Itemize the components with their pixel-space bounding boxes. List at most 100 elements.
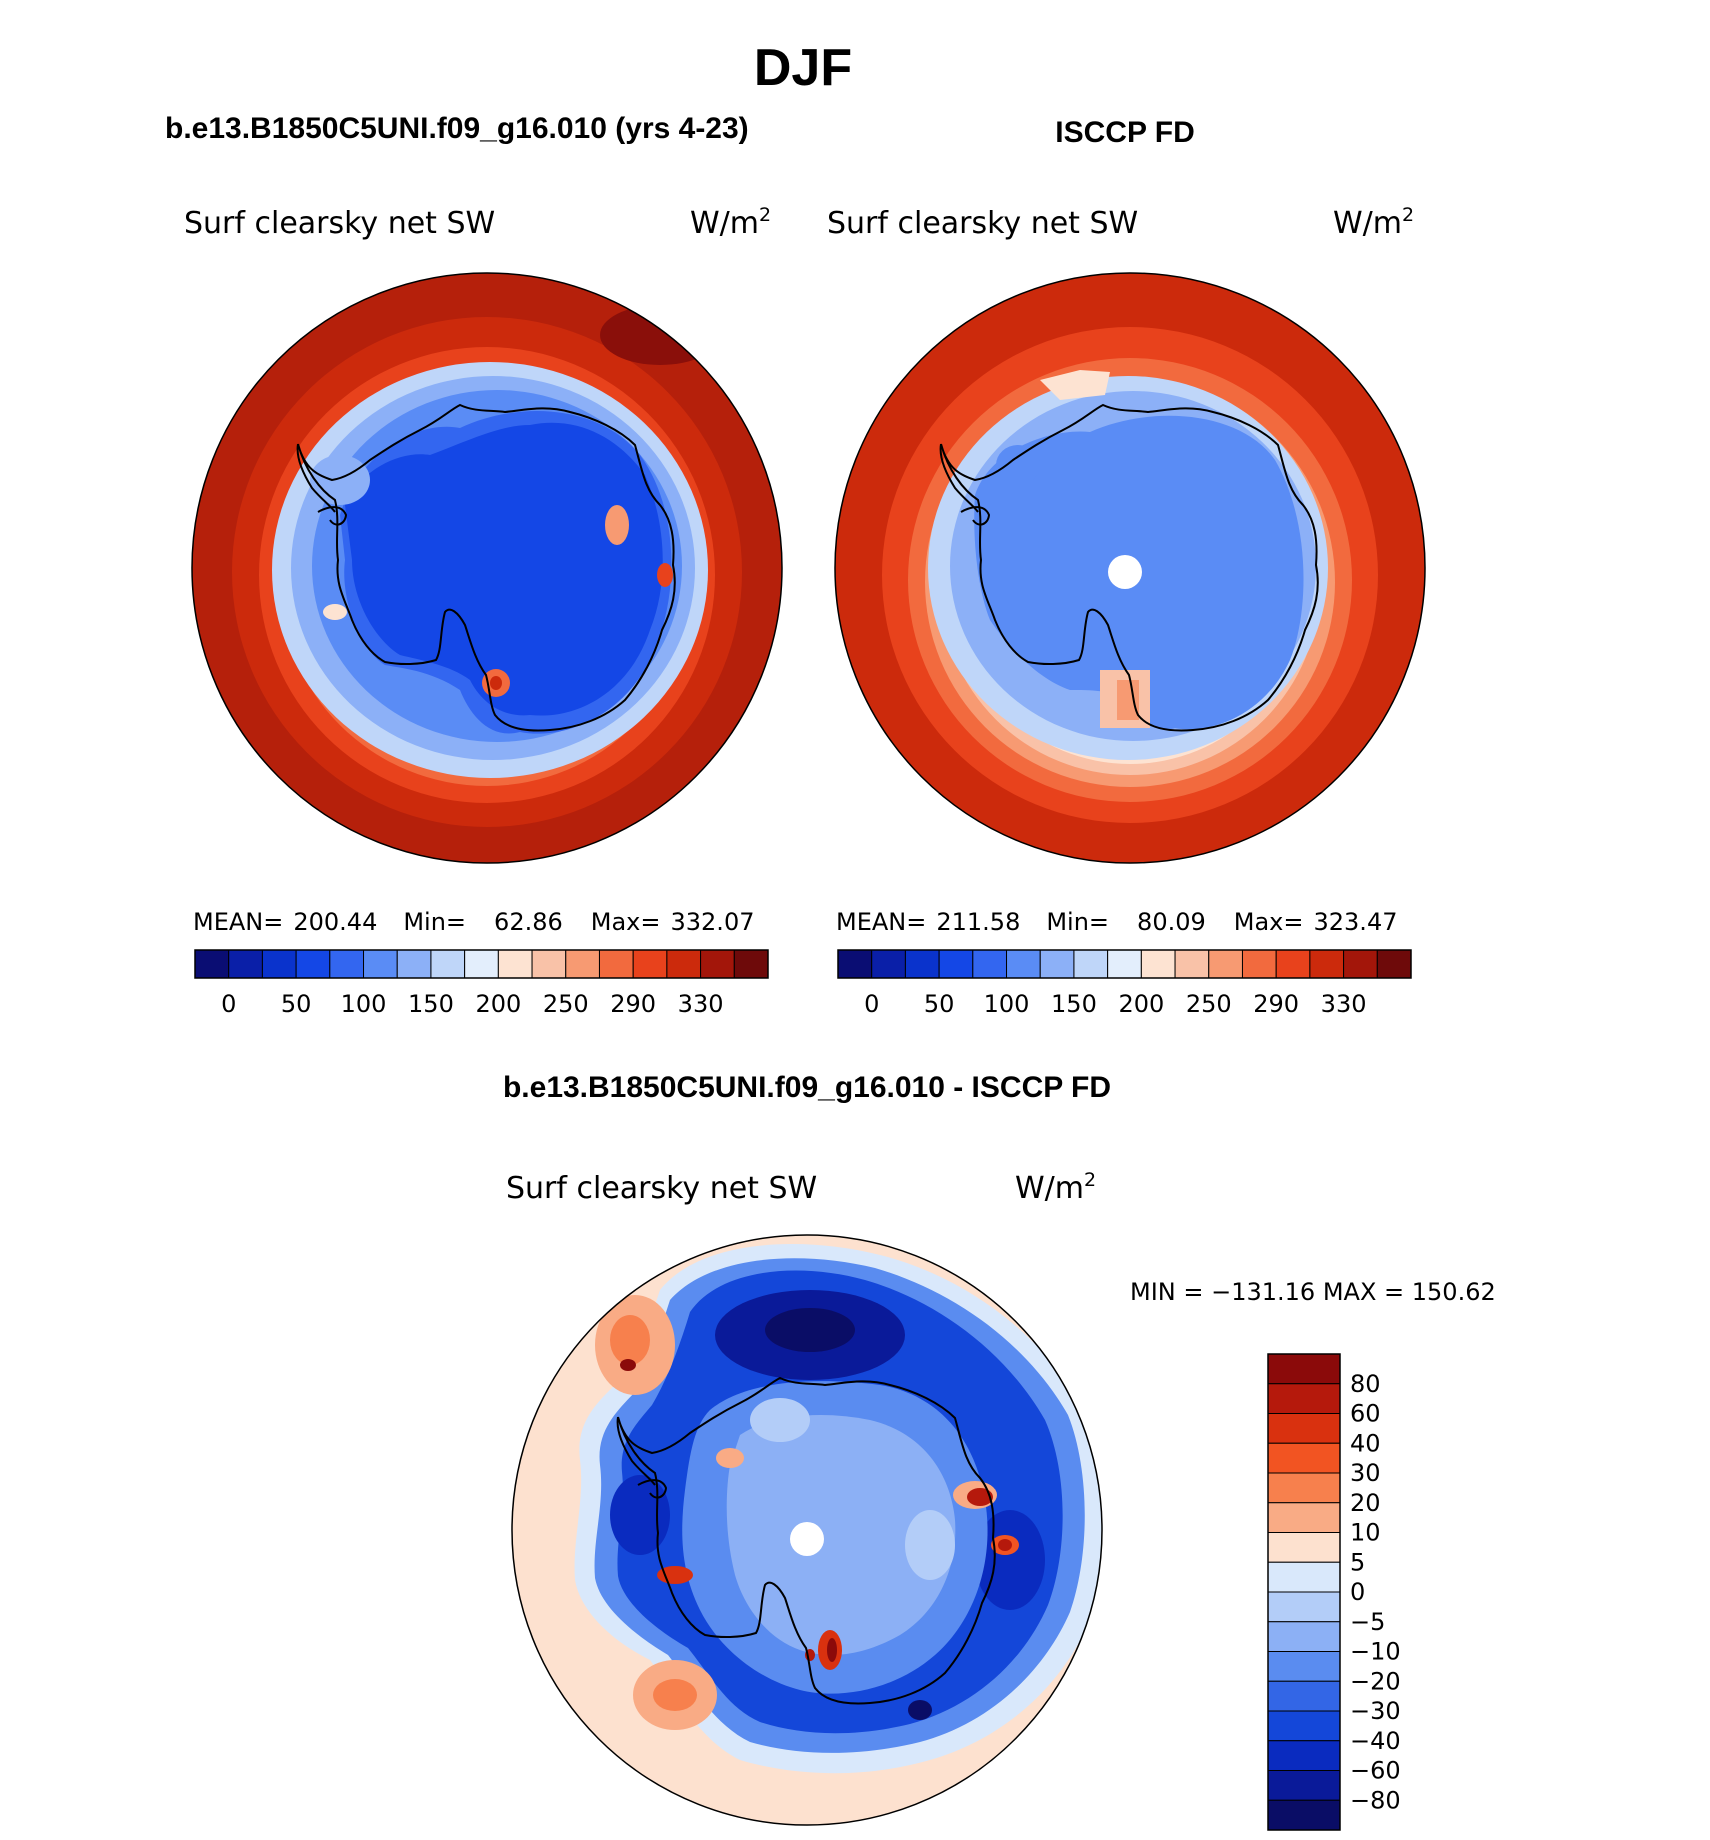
colorbar-frame [837, 949, 1412, 979]
colorbar-box [1039, 949, 1075, 979]
colorbar-box [1267, 1383, 1341, 1414]
colorbar-box [1275, 949, 1311, 979]
colorbar-tick-label: −10 [1350, 1638, 1401, 1666]
colorbar-tick-label: −5 [1350, 1608, 1385, 1636]
colorbar-tick-label: 290 [610, 990, 656, 1018]
colorbar-box [1267, 1740, 1341, 1771]
colorbar-tick-label: 0 [221, 990, 236, 1018]
panel-diff-minmax: MIN = −131.16 MAX = 150.62 [1130, 1278, 1496, 1306]
colorbar-tick-label: −80 [1350, 1786, 1401, 1814]
colorbar-box [228, 949, 263, 979]
colorbar-box [1267, 1770, 1341, 1801]
colorbar-box [295, 949, 331, 979]
colorbar-box [531, 949, 567, 979]
colorbar-box [1267, 1680, 1341, 1712]
colorbar-tick-label: 30 [1350, 1459, 1381, 1487]
colorbar-box [1006, 949, 1041, 979]
colorbar-box [1140, 949, 1176, 979]
panel-diff-map [512, 1235, 1102, 1825]
colorbar-box [194, 949, 230, 979]
colorbar-tick-label: 0 [1350, 1578, 1365, 1606]
colorbar-box [1267, 1472, 1341, 1504]
panel-model-stats: MEAN= 200.44 Min= 62.86 Max= 332.07 [193, 908, 754, 936]
colorbar-tick-label: 150 [1051, 990, 1097, 1018]
colorbar-tick-label: 10 [1350, 1519, 1381, 1547]
panel-model-variable: Surf clearsky net SW [184, 206, 495, 241]
colorbar-tick-label: 200 [475, 990, 521, 1018]
colorbar-tick-label: −30 [1350, 1697, 1401, 1725]
colorbar-box [1267, 1502, 1341, 1533]
colorbar-tick-label: 50 [924, 990, 955, 1018]
colorbar-box [464, 949, 499, 979]
colorbar-tick-label: 100 [984, 990, 1030, 1018]
colorbar-tick-label: 50 [281, 990, 312, 1018]
colorbar-box [1267, 1532, 1341, 1563]
panel-model-map [192, 273, 782, 863]
colorbar-box [1267, 1353, 1341, 1385]
panel-diff-variable: Surf clearsky net SW [506, 1171, 817, 1206]
colorbar-box [1376, 949, 1412, 979]
panel-diff-units: W/m2 [1015, 1169, 1096, 1206]
colorbar-box [837, 949, 873, 979]
panel-obs-title: ISCCP FD [1055, 116, 1194, 149]
panel-obs-variable: Surf clearsky net SW [827, 206, 1138, 241]
colorbar-box [871, 949, 906, 979]
colorbar-box [1107, 949, 1142, 979]
colorbar-box [1241, 949, 1277, 979]
colorbar-tick-label: 200 [1118, 990, 1164, 1018]
panel-obs-stats: MEAN= 211.58 Min= 80.09 Max= 323.47 [836, 908, 1397, 936]
colorbar-tick-label: 80 [1350, 1370, 1381, 1398]
panel-model-colorbar: 0 50 100 150 200 250 290 330 [194, 949, 769, 1018]
colorbar-box [700, 949, 735, 979]
colorbar-box [1073, 949, 1109, 979]
colorbar-box [1309, 949, 1345, 979]
colorbar-box [972, 949, 1008, 979]
colorbar-box [497, 949, 533, 979]
panel-obs: ISCCP FD Surf clearsky net SW W/m2 MEAN=… [827, 116, 1426, 1018]
colorbar-box [938, 949, 974, 979]
colorbar-tick-label: 20 [1350, 1489, 1381, 1517]
colorbar-tick-label: 60 [1350, 1400, 1381, 1428]
colorbar-box [666, 949, 702, 979]
colorbar-box [1174, 949, 1210, 979]
colorbar-box [904, 949, 940, 979]
colorbar-box [430, 949, 466, 979]
colorbar-tick-label: 100 [341, 990, 387, 1018]
colorbar-frame [194, 949, 769, 979]
figure-title: DJF [754, 39, 852, 97]
colorbar-tick-label: 5 [1350, 1548, 1365, 1576]
colorbar-box [598, 949, 634, 979]
colorbar-tick-label: 0 [864, 990, 879, 1018]
colorbar-tick-label: −20 [1350, 1667, 1401, 1695]
colorbar-tick-label: 250 [1186, 990, 1232, 1018]
panel-diff-title: b.e13.B1850C5UNI.f09_g16.010 - ISCCP FD [503, 1071, 1111, 1104]
colorbar-box [733, 949, 769, 979]
colorbar-box [329, 949, 365, 979]
colorbar-tick-label: 330 [1321, 990, 1367, 1018]
colorbar-box [1208, 949, 1243, 979]
panel-obs-colorbar: 0 50 100 150 200 250 290 330 [837, 949, 1412, 1018]
panel-model-units: W/m2 [690, 204, 771, 241]
colorbar-box [1343, 949, 1378, 979]
colorbar-box [396, 949, 432, 979]
colorbar-tick-label: −60 [1350, 1757, 1401, 1785]
colorbar-box [363, 949, 398, 979]
colorbar-tick-label: 150 [408, 990, 454, 1018]
colorbar-frame [1267, 1353, 1341, 1831]
panel-obs-map [835, 273, 1425, 863]
colorbar-box [1267, 1651, 1341, 1682]
panel-model: b.e13.B1850C5UNI.f09_g16.010 (yrs 4-23) … [165, 112, 783, 1018]
panel-obs-units: W/m2 [1333, 204, 1414, 241]
colorbar-box [1267, 1591, 1341, 1623]
colorbar-tick-label: 290 [1253, 990, 1299, 1018]
colorbar-box [1267, 1413, 1341, 1444]
colorbar-box [1267, 1621, 1341, 1652]
colorbar-tick-label: 40 [1350, 1429, 1381, 1457]
colorbar-box [1267, 1442, 1341, 1474]
colorbar-tick-label: −40 [1350, 1727, 1401, 1755]
colorbar-box [632, 949, 668, 979]
panel-model-title: b.e13.B1850C5UNI.f09_g16.010 (yrs 4-23) [165, 112, 749, 145]
colorbar-tick-label: 250 [543, 990, 589, 1018]
